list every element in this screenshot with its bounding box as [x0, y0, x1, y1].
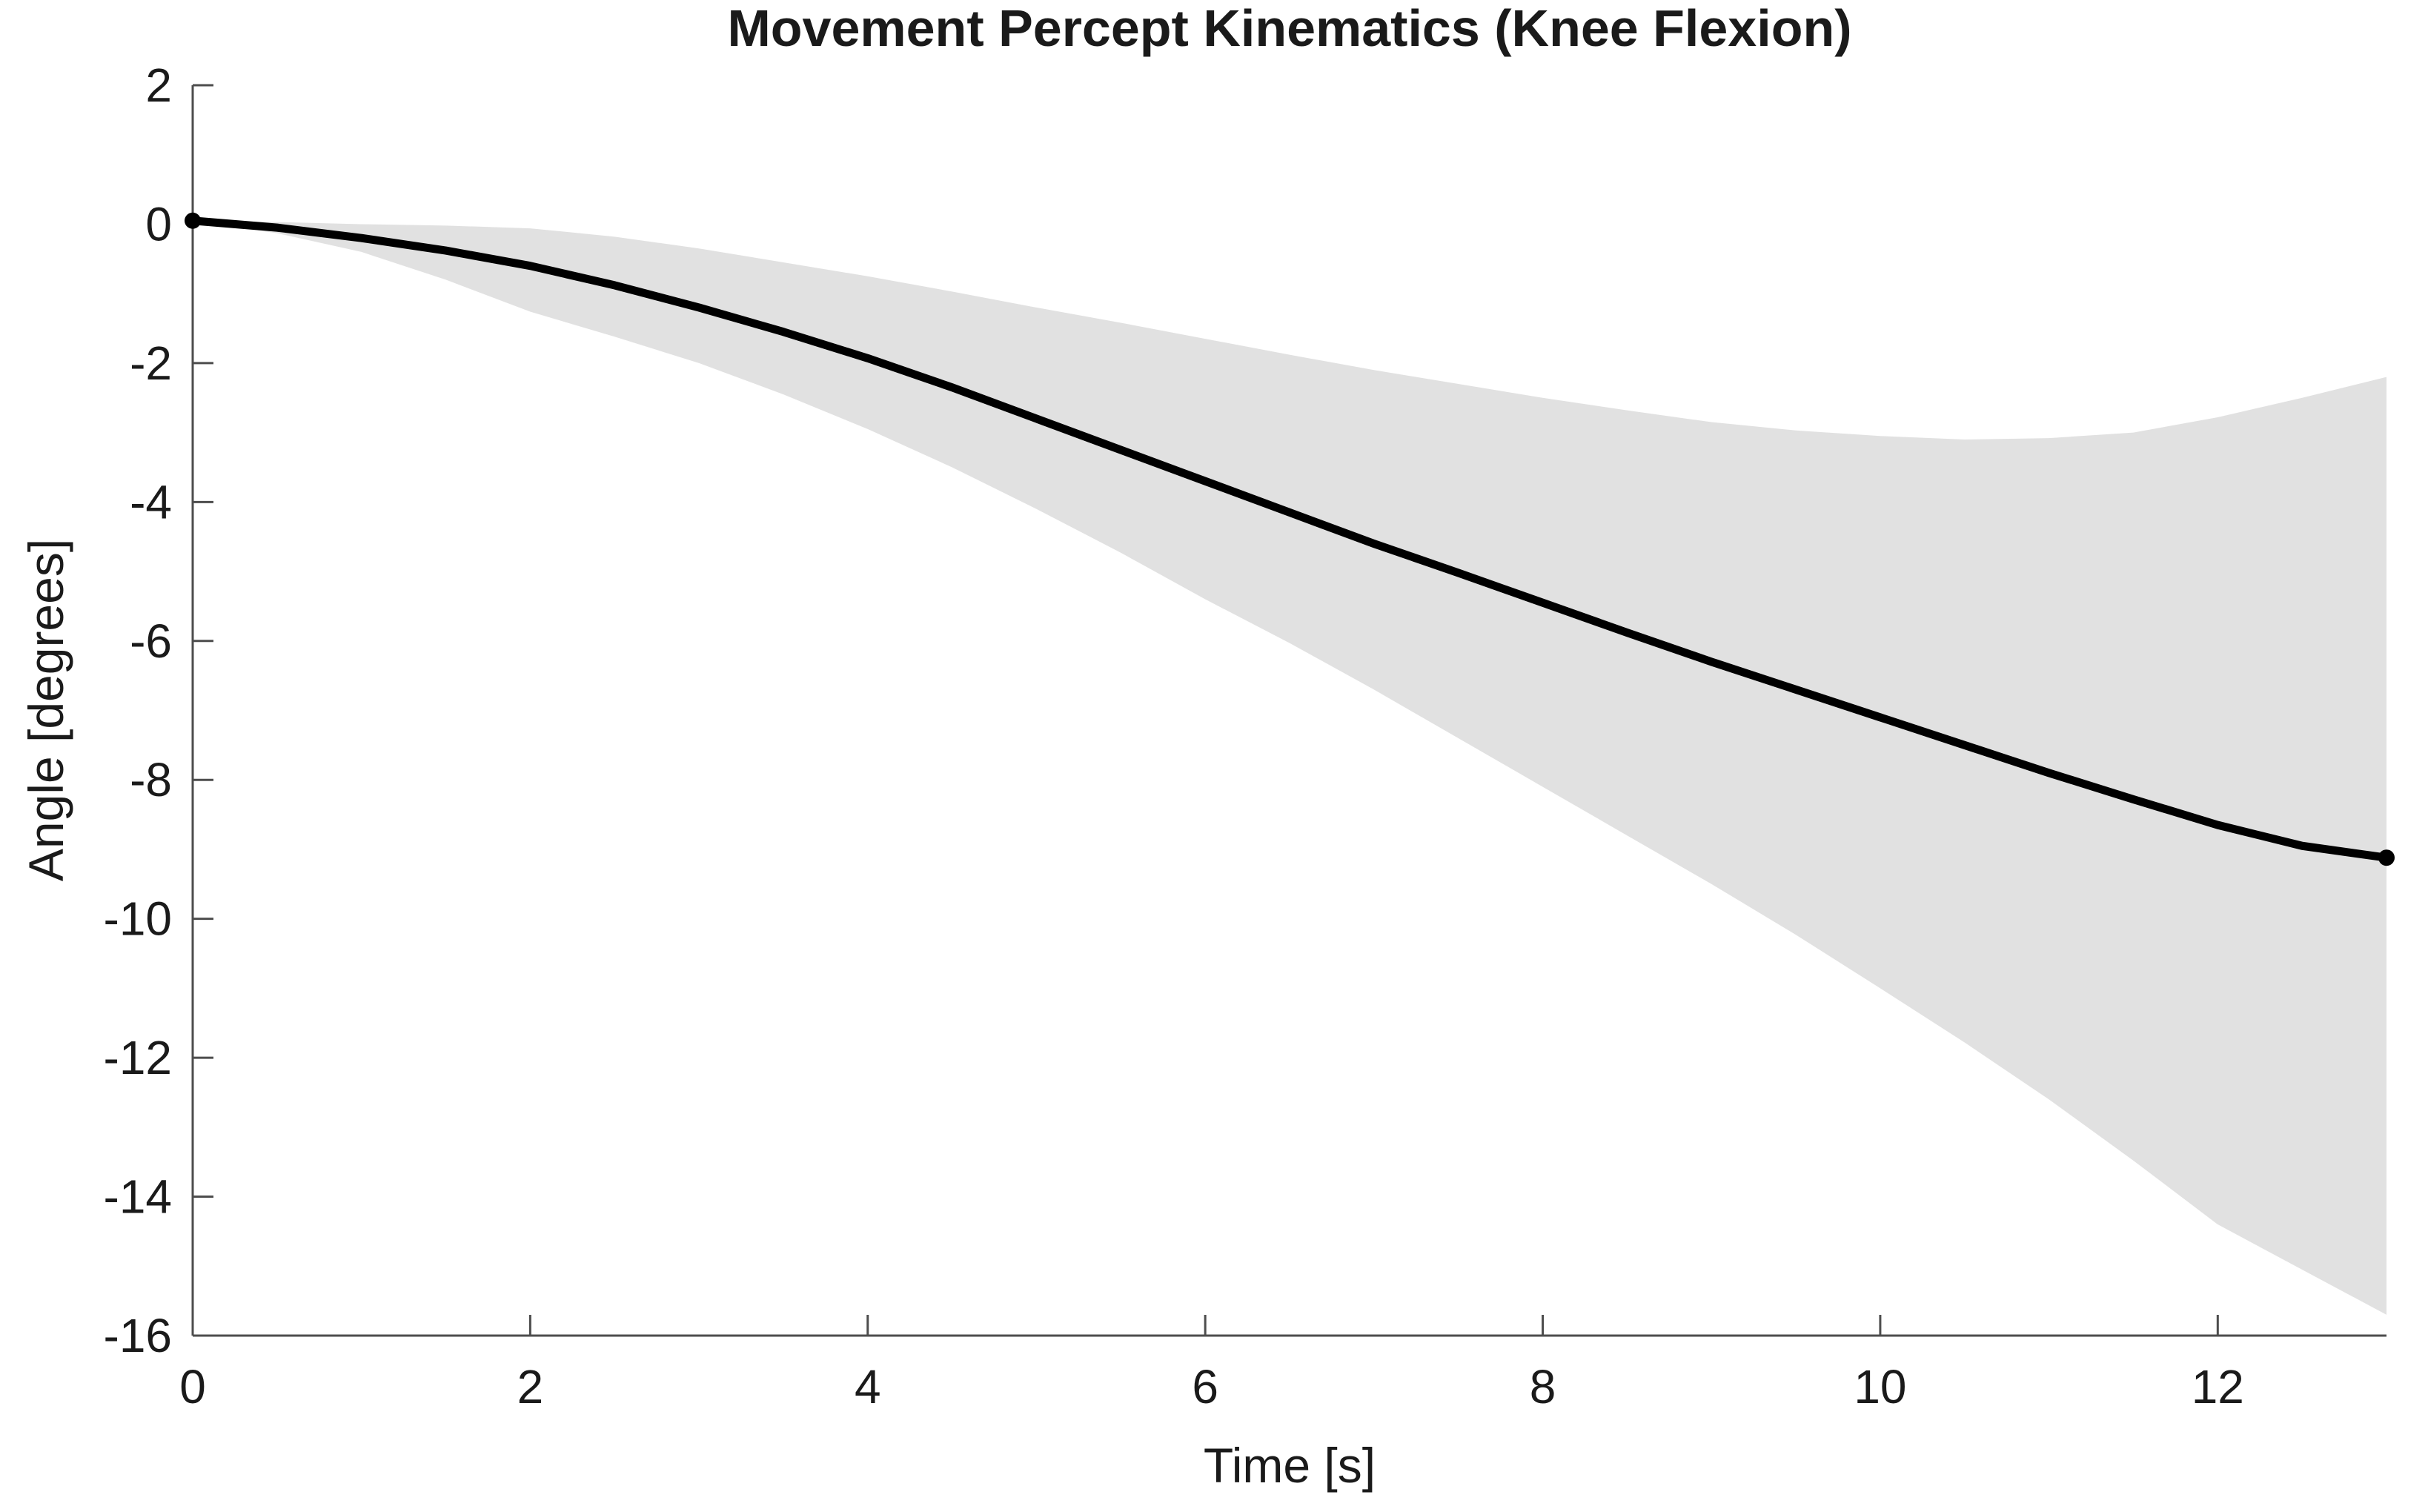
x-tick-label: 4	[855, 1360, 881, 1413]
x-tick-label: 6	[1192, 1360, 1218, 1413]
x-tick-label: 10	[1854, 1360, 1906, 1413]
y-axis-label: Angle [degrees]	[19, 539, 73, 881]
y-tick-label: 2	[145, 59, 172, 112]
y-tick-label: -16	[104, 1309, 173, 1362]
y-tick-label: -4	[130, 475, 172, 528]
x-tick-label: 0	[179, 1360, 206, 1413]
confidence-band-area	[193, 220, 2386, 1315]
y-axis	[191, 84, 213, 1337]
x-tick-labels: 0 2 4 6 8 10 12	[179, 1360, 2244, 1413]
x-tick-label: 8	[1530, 1360, 1556, 1413]
y-tick-label: -12	[104, 1031, 173, 1084]
start-marker	[185, 212, 201, 229]
y-tick-label: -2	[130, 336, 172, 390]
end-marker	[2378, 849, 2395, 866]
mean-line	[188, 216, 2391, 862]
y-tick-labels: 2 0 -2 -4 -6 -8 -10 -12 -14 -16	[104, 59, 173, 1362]
x-axis	[191, 1315, 2386, 1337]
y-tick-label: 0	[145, 197, 172, 251]
y-tick-label: -10	[104, 892, 173, 946]
x-axis-label: Time [s]	[1204, 1438, 1376, 1493]
y-tick-label: -6	[130, 614, 172, 668]
y-tick-label: -8	[130, 753, 172, 806]
x-tick-label: 12	[2192, 1360, 2244, 1413]
y-tick-label: -14	[104, 1170, 173, 1224]
x-tick-label: 2	[517, 1360, 544, 1413]
confidence-band	[193, 220, 2386, 1315]
chart-title: Movement Percept Kinematics (Knee Flexio…	[727, 0, 1851, 57]
